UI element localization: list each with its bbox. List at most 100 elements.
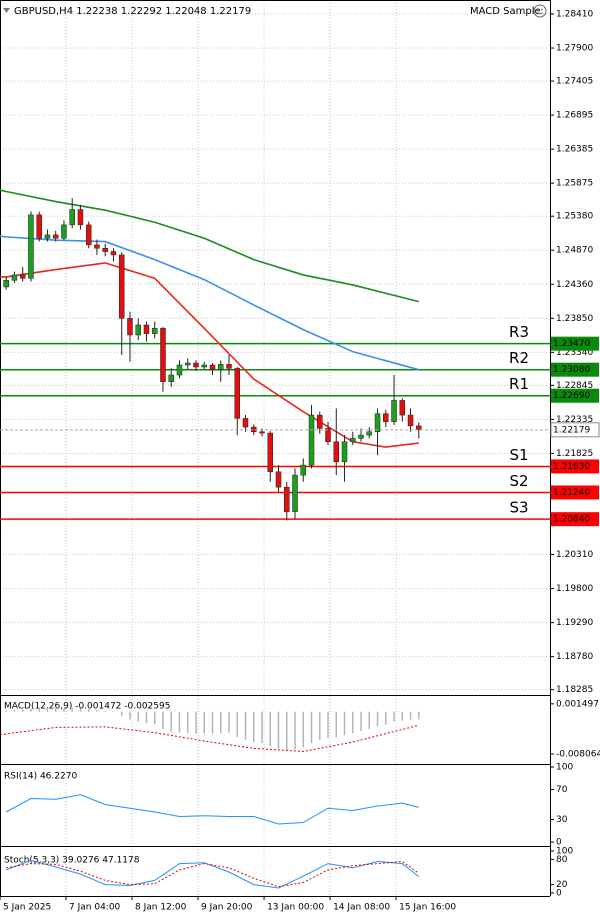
menu-icon[interactable] (3, 8, 10, 13)
smiley-eye (541, 8, 543, 11)
x-tick-label: 8 Jan 12:00 (135, 903, 187, 913)
price-label-box (551, 362, 599, 377)
price-label: 1.23470 (553, 339, 590, 349)
indicator-line (0, 262, 419, 448)
price-label: 1.21630 (553, 462, 590, 472)
current-price-label: 1.22179 (553, 425, 590, 435)
candle-body (217, 364, 224, 370)
price-label-box (551, 388, 599, 403)
candle-body (308, 414, 315, 466)
pivot-level-name: S3 (509, 499, 528, 517)
candle-body (333, 441, 340, 463)
price-label: 1.20840 (553, 515, 590, 525)
candle-body (341, 441, 348, 463)
y-tick-label: 1.18285 (556, 685, 593, 695)
candle-body (94, 244, 100, 249)
candle-body (69, 209, 75, 226)
price-label-box (551, 485, 599, 500)
candle-body (184, 362, 191, 366)
indicator-line (6, 859, 420, 889)
y-tick-label: 1.18780 (556, 652, 593, 662)
y-tick-label: 0 (556, 889, 562, 899)
y-tick-label: 1.23850 (556, 314, 593, 324)
smiley-eye (537, 8, 539, 11)
candle-body (61, 224, 67, 239)
pivot-level-name: S2 (509, 472, 528, 490)
pivot-level-name: R1 (509, 375, 529, 393)
candle-body (399, 400, 406, 416)
y-tick-label: 0 (556, 838, 562, 848)
candle-body (284, 486, 290, 513)
y-tick-label: 1.19290 (556, 618, 593, 628)
candle-body (3, 280, 9, 288)
y-tick-label: 70 (556, 785, 568, 795)
candle-body (267, 432, 274, 473)
x-tick-label: 14 Jan 08:00 (333, 903, 390, 913)
candle-body (317, 414, 323, 429)
y-tick-label: 1.20310 (556, 550, 593, 560)
candle-body (168, 374, 174, 382)
candle-body (28, 214, 34, 279)
candle-body (36, 214, 42, 239)
smiley-face (533, 4, 547, 18)
y-tick-label: 100 (556, 763, 573, 773)
y-tick-label: 1.28410 (556, 10, 593, 20)
candle-body (275, 471, 282, 488)
candle-body (300, 464, 307, 476)
indicator-title: RSI(14) 46.2270 (4, 772, 77, 782)
y-tick-label: 20 (556, 880, 568, 890)
candle-body (259, 431, 265, 434)
smiley-mouth (537, 12, 543, 15)
candle-body (143, 324, 150, 334)
candle-body (19, 274, 26, 279)
current-price-box (550, 422, 600, 438)
y-tick-label: 30 (556, 815, 568, 825)
candle-body (160, 328, 166, 382)
candle-body (11, 274, 18, 281)
y-tick-label: -0.008064 (556, 749, 600, 759)
price-label-box (551, 512, 599, 527)
y-tick-label: 1.19800 (556, 584, 593, 594)
x-tick-label: 13 Jan 00:00 (267, 903, 324, 913)
y-tick-label: 0.001497 (556, 699, 599, 709)
candle-body (391, 400, 397, 422)
price-label-box (551, 336, 599, 351)
candle-body (226, 364, 232, 369)
candle-body (234, 368, 240, 419)
y-tick-label: 1.27405 (556, 77, 593, 87)
price-label: 1.22690 (553, 391, 590, 401)
candle-body (292, 474, 298, 513)
indicator-line (0, 189, 419, 303)
y-tick-label: 100 (556, 847, 573, 857)
candle-body (110, 251, 117, 256)
candle-body (77, 209, 84, 226)
price-label: 1.23080 (553, 365, 590, 375)
symbol-header: GBPUSD,H4 1.22238 1.22292 1.22048 1.2217… (14, 6, 251, 17)
candle-body (85, 224, 92, 246)
indicator-title: Stoch(5,3,3) 39.0276 47.1178 (4, 856, 140, 866)
candle-body (407, 414, 414, 427)
candle-body (358, 434, 364, 439)
indicator-line (0, 724, 419, 753)
candle-body (350, 438, 356, 443)
y-tick-label: 1.24870 (556, 246, 593, 256)
candle-body (44, 234, 51, 239)
y-tick-label: 1.26385 (556, 145, 593, 155)
expert-smiley[interactable] (533, 4, 547, 18)
candle-body (102, 247, 108, 252)
candle-body (209, 364, 216, 370)
x-tick-label: 5 Jan 2025 (3, 903, 51, 913)
grid-layer (0, 0, 550, 896)
x-tick-label: 9 Jan 20:00 (201, 903, 253, 913)
price-label: 1.21240 (553, 488, 590, 498)
price-label-box (551, 459, 599, 474)
y-tick-label: 1.26895 (556, 111, 593, 121)
candle-body (193, 362, 199, 368)
pivot-level-name: R3 (509, 323, 529, 341)
candle-body (135, 324, 141, 336)
expert-name: MACD Sample (470, 6, 541, 17)
y-tick-label: 1.27900 (556, 44, 593, 54)
candle-body (374, 413, 381, 432)
